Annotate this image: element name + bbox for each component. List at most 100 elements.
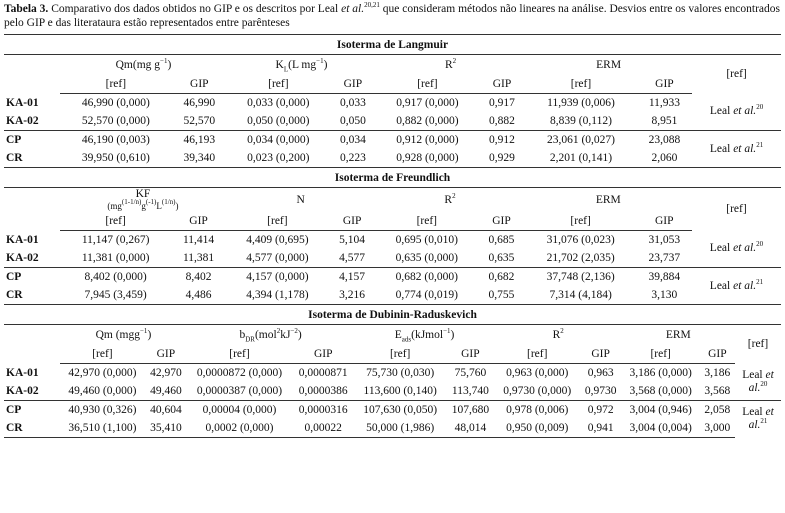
cell: 0,9730 (0,000): [494, 382, 580, 401]
text-segment: Leal: [709, 279, 734, 292]
text-segment: (1/n): [161, 198, 176, 207]
group-header-row: Qm (mgg−1) bDR(mol2kJ−2) Eads(kJmol−1) R2 ER…: [4, 325, 781, 351]
data-row: CP 46,190 (0,003) 46,193 0,034 (0,000) 0,034…: [4, 131, 781, 155]
sub-header: [ref]: [494, 345, 580, 364]
text-segment: et al.: [733, 142, 757, 155]
text-segment: (mg: [107, 201, 122, 211]
section-table: Isoterma de Langmuir Qm(mg g−1) KL(L mg−1)…: [4, 34, 781, 167]
sub-header: GIP: [478, 212, 525, 231]
cell: 0,774 (0,019): [395, 289, 458, 301]
cell: 0,972: [587, 404, 614, 416]
text-segment: 20: [756, 103, 764, 112]
caption: Tabela 3. Comparativo dos dados obtidos …: [4, 2, 781, 30]
text-segment: (mol: [254, 329, 277, 341]
cell: 0,929: [489, 152, 515, 164]
text-segment: 2: [276, 327, 281, 336]
cell: 3,004 (0,946): [629, 404, 692, 416]
cell: 0,9730: [579, 382, 622, 401]
cell: 3,216: [339, 289, 366, 301]
data-row: KA-02 52,570 (0,000) 52,570 0,050 (0,000) 0,…: [4, 112, 781, 131]
text-segment: et al.: [748, 406, 774, 432]
cell: 0,912: [489, 134, 515, 146]
cell: 75,730 (0,030): [366, 367, 435, 379]
cell: 0,917: [489, 97, 515, 109]
text-segment: Leal: [742, 406, 766, 419]
text-segment: ERM: [595, 194, 621, 206]
cell: 0,917 (0,000): [396, 97, 459, 109]
text-segment: que consideram métodos não lineares na a…: [4, 3, 780, 29]
cell: 23,088: [648, 134, 681, 146]
text-segment: −1: [160, 57, 168, 66]
section-title: Isoterma de Freundlich: [4, 167, 781, 188]
text-segment: Leal: [709, 105, 734, 118]
cell: 4,577: [328, 249, 376, 268]
cell: 0,882: [478, 112, 526, 131]
text-segment: −1: [139, 327, 148, 336]
text-segment: ): [147, 329, 152, 341]
text-segment: E: [394, 329, 402, 341]
text-segment: N: [296, 194, 305, 206]
row-label: CP: [6, 271, 22, 283]
cell: 37,748 (2,136): [546, 271, 615, 283]
text-segment: et al.: [341, 3, 365, 15]
row-label: CP: [6, 134, 22, 146]
cell: 0,050 (0,000): [226, 112, 330, 131]
sub-header: [ref]: [524, 212, 637, 231]
text-segment: et al.: [733, 105, 757, 118]
text-segment: 2: [452, 57, 457, 66]
text-segment: −1: [443, 327, 451, 336]
sub-header: [ref]: [60, 212, 172, 231]
cell: 2,060: [651, 152, 678, 164]
cell: 4,157: [339, 271, 366, 283]
cell: 11,381 (0,000): [60, 249, 172, 268]
cell: 0,755: [488, 289, 515, 301]
cell: 0,941: [579, 419, 622, 438]
text-segment: ): [450, 329, 455, 341]
cell: 11,147 (0,267): [81, 234, 150, 246]
cell: 2,058: [704, 404, 731, 416]
text-segment: ERM: [596, 59, 622, 71]
cell: 11,933: [648, 97, 681, 109]
cell: 23,061 (0,027): [546, 134, 615, 146]
cell: 46,193: [183, 134, 216, 146]
row-label: KA-01: [6, 96, 39, 109]
sub-header: [ref]: [186, 345, 293, 364]
cell: 0,033: [339, 97, 366, 109]
data-row: KA-01 46,990 (0,000) 46,990 0,033 (0,000) 0,…: [4, 93, 781, 131]
text-segment: g: [141, 201, 146, 211]
corner-cell: [4, 325, 60, 364]
cell: 40,930 (0,326): [68, 404, 137, 416]
row-label: CP: [6, 404, 22, 416]
text-segment: et al.: [733, 279, 757, 292]
group-header: ERM: [525, 55, 692, 76]
sub-header: GIP: [171, 75, 227, 94]
text-segment: DR: [245, 335, 255, 344]
sub-header-row: [ref] GIP [ref] GIP [ref] GIP [ref] GIP [ref] GIP: [4, 345, 781, 364]
cell: 0,0000386: [292, 382, 355, 401]
cell: 49,460 (0,000): [60, 382, 145, 401]
cell: 4,486: [185, 289, 212, 301]
ref-cell: Leal et al.20: [735, 363, 781, 401]
group-header: bDR(mol2kJ−2): [187, 325, 355, 346]
sub-header: [ref]: [60, 75, 172, 94]
cell: 0,912 (0,000): [396, 134, 459, 146]
cell: 0,963: [587, 367, 614, 379]
cell: 3,130: [651, 289, 678, 301]
data-row: KA-02 49,460 (0,000) 49,460 0,0000387 (0,00…: [4, 382, 781, 401]
text-segment: Leal: [709, 142, 734, 155]
cell: 3,004 (0,004): [621, 419, 700, 438]
text-segment: 20,21: [364, 1, 380, 10]
data-row: KA-02 11,381 (0,000) 11,381 4,577 (0,000) 4,…: [4, 249, 781, 268]
cell: 0,034: [339, 134, 366, 146]
sub-header: [ref]: [354, 345, 447, 364]
cell: 75,760: [454, 367, 487, 379]
group-header: Eads(kJmol−1): [354, 325, 494, 346]
cell: 8,839 (0,112): [525, 112, 637, 131]
cell: 4,157 (0,000): [246, 271, 309, 283]
cell: 0,023 (0,200): [247, 152, 310, 164]
cell: 0,034 (0,000): [247, 134, 310, 146]
cell: 0,682 (0,000): [395, 271, 458, 283]
text-segment: Comparativo dos dados obtidos no GIP e o…: [48, 3, 342, 15]
cell: 4,409 (0,695): [246, 234, 309, 246]
